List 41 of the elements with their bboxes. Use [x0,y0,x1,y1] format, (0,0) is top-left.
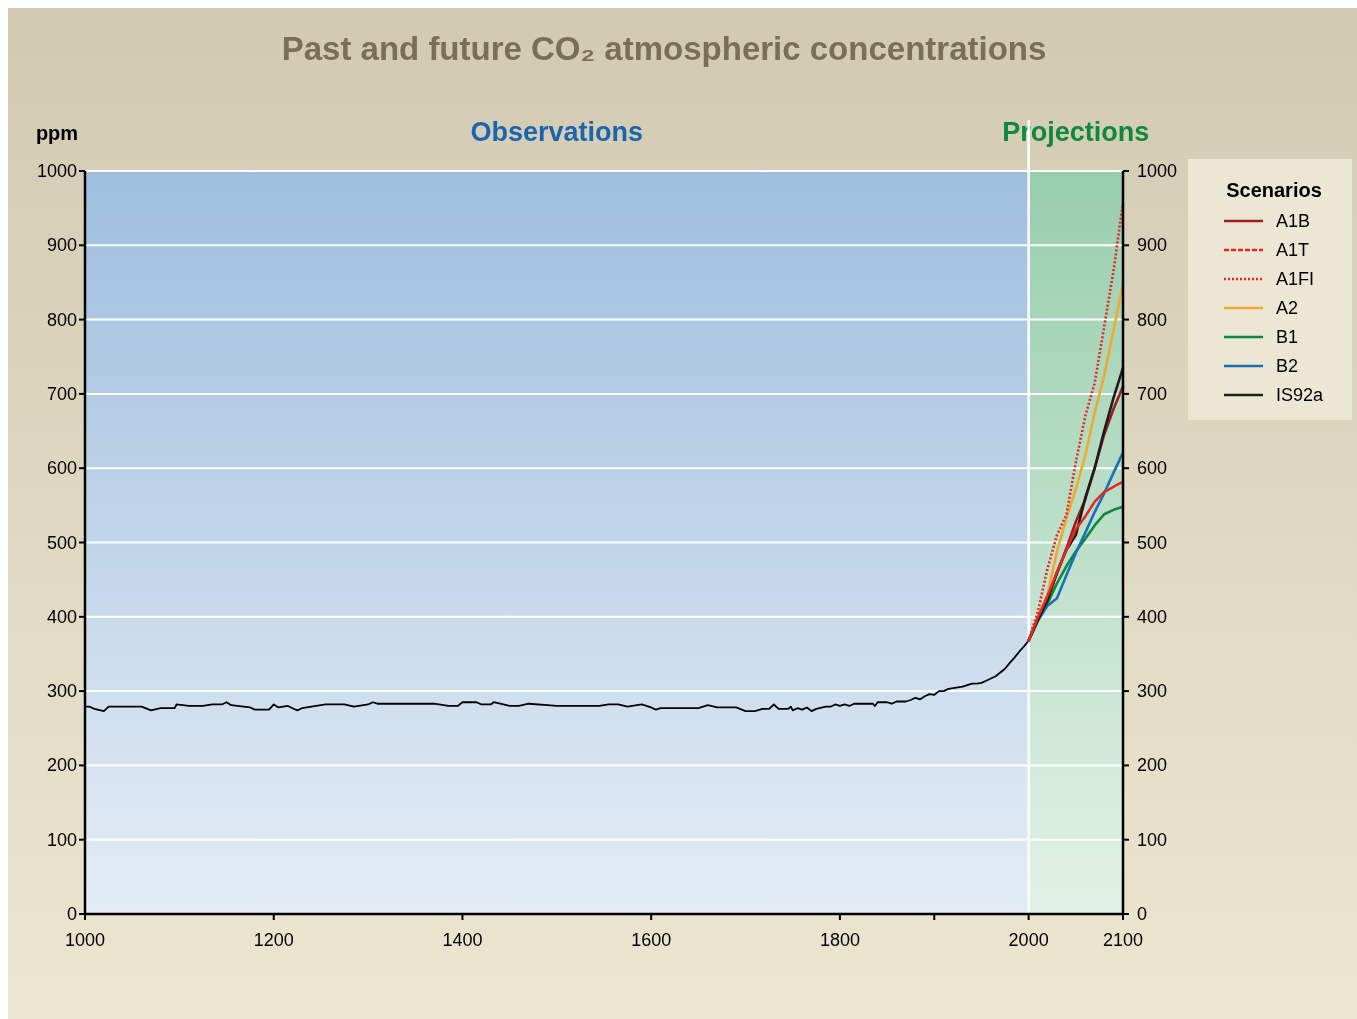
legend-label: A2 [1276,298,1299,318]
y-tick-label: 400 [46,606,77,627]
y-tick-label: 800 [46,309,77,330]
x-tick-label: 1400 [442,930,483,950]
y-axis-title: ppm [35,122,79,144]
y2-tick-label: 300 [1137,681,1168,702]
legend-label: A1FI [1276,269,1315,289]
x-tick-label: 1800 [819,930,860,950]
y-tick-label: 500 [46,532,77,553]
y-tick-label: 100 [46,829,77,850]
y-tick-label: 200 [46,755,77,776]
chart-title: Past and future CO₂ atmospheric concentrations [281,30,1047,67]
y2-tick-label: 200 [1137,755,1168,776]
y-tick-label: 1000 [36,161,77,181]
x-tick-label: 1000 [64,930,106,950]
y2-tick-label: 900 [1137,235,1168,256]
y-tick-label: 600 [46,458,77,479]
legend-label: B1 [1276,327,1299,347]
y2-tick-label: 1000 [1137,161,1178,181]
y-tick-label: 300 [46,681,77,702]
legend-label: B2 [1276,356,1299,376]
band-label: Observations [470,117,644,147]
y2-tick-label: 0 [1137,904,1148,924]
y2-tick-label: 800 [1137,309,1168,330]
legend-label: IS92a [1276,385,1325,405]
x-tick-label: 2100 [1102,930,1144,950]
x-tick-label: 2000 [1008,930,1049,950]
y-tick-label: 0 [66,904,77,924]
y2-tick-label: 600 [1137,458,1168,479]
y-tick-label: 900 [46,235,77,256]
y2-tick-label: 500 [1137,532,1168,553]
y2-tick-label: 100 [1137,829,1168,850]
y-tick-label: 700 [46,383,77,404]
x-tick-label: 1200 [253,930,294,950]
band-label: Projections [1002,117,1150,147]
y2-tick-label: 400 [1137,606,1168,627]
x-tick-label: 1600 [631,930,672,950]
legend-title: Scenarios [1226,179,1322,201]
legend-label: A1T [1276,240,1310,260]
legend-label: A1B [1276,211,1311,231]
y2-tick-label: 700 [1137,383,1168,404]
